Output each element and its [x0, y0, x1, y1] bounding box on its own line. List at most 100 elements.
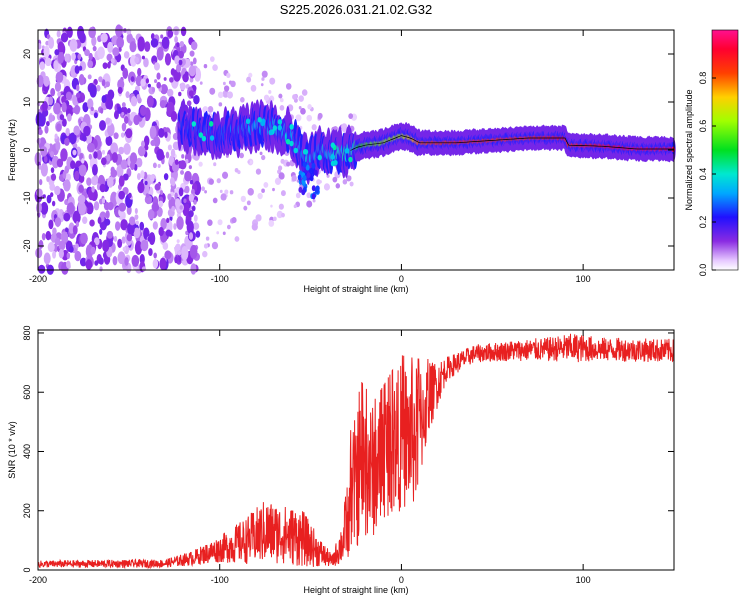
noise-blob [191, 205, 196, 212]
signal-spot [348, 156, 353, 163]
noise-blob [212, 197, 218, 204]
noise-blob [129, 216, 136, 226]
colorbar-tick-label: 0.6 [698, 120, 708, 133]
noise-blob [104, 218, 111, 226]
y-tick-label: 400 [22, 444, 32, 459]
noise-blob [174, 198, 181, 209]
noise-blob [107, 176, 114, 188]
colorbar-tick-label: 0.4 [698, 168, 708, 181]
spectrogram-x-ticks: -200 -100 0 100 [29, 30, 591, 284]
noise-blob [173, 223, 177, 230]
noise-blob [208, 178, 214, 185]
noise-blob [125, 128, 133, 139]
noise-blob [171, 205, 176, 212]
noise-blob [89, 219, 95, 227]
noise-blob [281, 212, 285, 218]
noise-blob [37, 128, 43, 136]
spectrogram-x-label: Height of straight line (km) [303, 284, 408, 294]
noise-blob [135, 220, 139, 225]
signal-spot [289, 124, 294, 130]
noise-blob [78, 164, 87, 177]
signal-spot [245, 118, 251, 125]
noise-blob [184, 170, 192, 182]
noise-blob [176, 216, 184, 230]
noise-blob [37, 264, 46, 274]
noise-blob [50, 167, 55, 174]
noise-blob [69, 132, 77, 145]
noise-blob [75, 221, 79, 228]
noise-blob [81, 158, 85, 164]
signal-spot [330, 160, 336, 167]
signal-lobe [301, 189, 306, 196]
noise-blob [348, 113, 354, 120]
noise-blob [44, 57, 52, 67]
noise-blob [151, 202, 160, 212]
noise-blob [178, 91, 182, 97]
snr-panel: -200 -100 0 100 0 200 400 600 800 Height of str… [7, 325, 675, 595]
noise-blob [50, 192, 54, 198]
noise-blob [192, 222, 200, 230]
signal-spot [191, 121, 197, 127]
noise-blob [146, 95, 154, 108]
noise-blob [134, 214, 139, 221]
noise-blob [57, 91, 61, 97]
noise-blob [207, 219, 213, 226]
noise-blob [46, 175, 50, 182]
noise-blob [243, 205, 248, 211]
noise-blob [261, 188, 265, 193]
noise-blob [112, 255, 118, 266]
noise-blob [65, 91, 73, 101]
noise-blob [90, 246, 96, 255]
noise-blob [291, 175, 297, 182]
noise-blob [91, 186, 95, 193]
noise-blob [246, 200, 251, 206]
noise-blob [50, 88, 56, 97]
noise-blob [261, 154, 266, 161]
noise-blob [115, 24, 123, 38]
noise-blob [50, 151, 55, 158]
noise-blob [140, 78, 146, 87]
noise-blob [93, 112, 98, 119]
noise-blob [263, 182, 269, 188]
noise-blob [151, 55, 158, 65]
noise-blob [152, 258, 159, 269]
noise-blob [223, 85, 230, 92]
noise-blob [222, 81, 226, 86]
noise-blob [122, 67, 129, 79]
noise-blob [323, 183, 331, 191]
noise-blob [74, 65, 80, 74]
noise-blob [75, 92, 81, 99]
noise-blob [188, 210, 194, 218]
signal-lobe [311, 162, 316, 169]
noise-blob [87, 142, 95, 153]
noise-blob [202, 250, 208, 258]
snr-y-ticks: 0 200 400 600 800 [22, 325, 674, 573]
noise-blob [80, 232, 88, 245]
noise-blob [90, 106, 94, 112]
noise-blob [164, 250, 172, 260]
y-tick-label: 200 [22, 503, 32, 518]
noise-blob [179, 205, 183, 210]
figure-title: S225.2026.031.21.02.G32 [280, 2, 433, 17]
noise-blob [178, 59, 183, 66]
noise-blob [137, 36, 145, 52]
noise-blob [216, 178, 221, 184]
noise-blob [54, 185, 61, 196]
noise-blob [54, 217, 62, 227]
x-tick-label: 0 [399, 575, 404, 585]
noise-blob [279, 105, 285, 111]
noise-blob [113, 235, 118, 242]
noise-blob [53, 60, 59, 71]
noise-blob [51, 200, 56, 207]
noise-blob [306, 114, 313, 122]
signal-spot [201, 135, 207, 142]
y-tick-label: 600 [22, 385, 32, 400]
noise-blob [218, 102, 223, 107]
noise-blob [319, 180, 322, 184]
noise-blob [159, 100, 166, 109]
noise-blob [148, 248, 153, 257]
signal-spot [277, 119, 283, 125]
noise-blob [278, 203, 284, 210]
noise-blob [102, 62, 108, 70]
noise-blob [50, 173, 57, 181]
